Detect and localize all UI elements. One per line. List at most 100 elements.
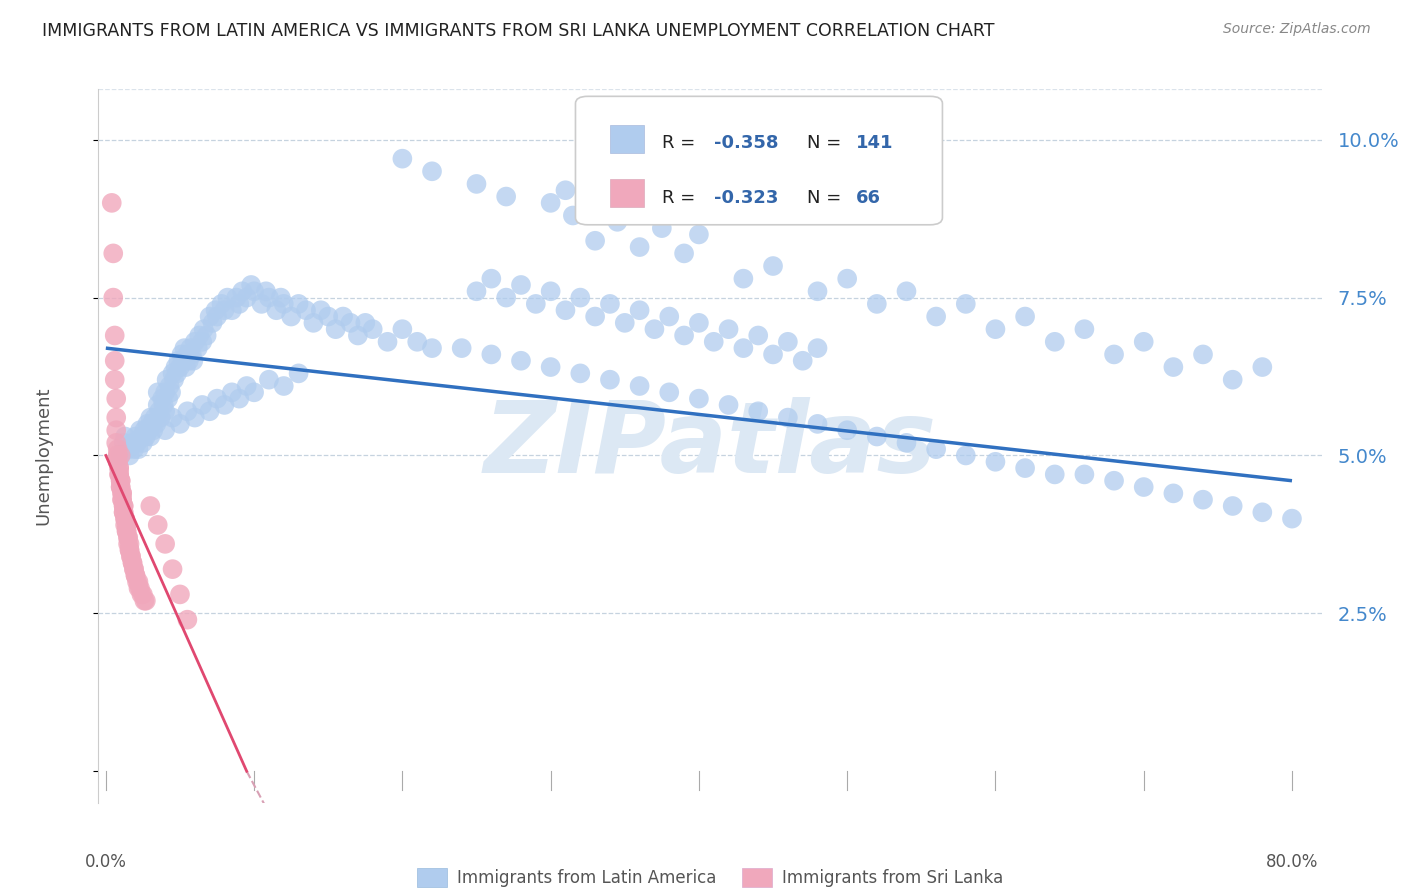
Point: [121, 556, 143, 570]
Point: [127, 442, 149, 457]
Point: [1251, 360, 1274, 375]
Point: [104, 373, 127, 387]
Point: [776, 410, 799, 425]
Point: [108, 467, 131, 482]
Point: [111, 492, 134, 507]
Point: [925, 310, 948, 324]
Point: [152, 398, 174, 412]
Text: Unemployment: Unemployment: [35, 386, 52, 524]
Point: [703, 334, 725, 349]
Point: [146, 517, 169, 532]
Point: [149, 410, 172, 425]
Point: [146, 385, 169, 400]
Point: [316, 310, 339, 324]
Point: [273, 379, 295, 393]
Point: [107, 449, 129, 463]
Text: N =: N =: [807, 135, 846, 153]
Point: [148, 404, 170, 418]
Point: [110, 474, 132, 488]
FancyBboxPatch shape: [610, 125, 644, 153]
Point: [159, 379, 181, 393]
Point: [280, 310, 302, 324]
Point: [139, 499, 162, 513]
Point: [187, 341, 209, 355]
Point: [1192, 347, 1215, 361]
Point: [896, 285, 918, 299]
Point: [138, 423, 160, 437]
Point: [211, 297, 233, 311]
Point: [583, 234, 606, 248]
Point: [166, 367, 188, 381]
Point: [114, 429, 136, 443]
Point: [131, 587, 153, 601]
Point: [188, 328, 211, 343]
Point: [606, 215, 628, 229]
Point: [118, 543, 141, 558]
Point: [658, 385, 681, 400]
Point: [465, 285, 488, 299]
Text: IMMIGRANTS FROM LATIN AMERICA VS IMMIGRANTS FROM SRI LANKA UNEMPLOYMENT CORRELAT: IMMIGRANTS FROM LATIN AMERICA VS IMMIGRA…: [42, 22, 994, 40]
Point: [243, 285, 266, 299]
Point: [806, 417, 828, 431]
Point: [866, 429, 889, 443]
Point: [115, 517, 138, 532]
Point: [134, 423, 156, 437]
Point: [105, 392, 128, 406]
Point: [235, 379, 257, 393]
Point: [163, 373, 186, 387]
Point: [347, 328, 370, 343]
Text: 80.0%: 80.0%: [1265, 854, 1319, 871]
Point: [465, 177, 488, 191]
Point: [122, 442, 145, 457]
Point: [243, 385, 266, 400]
Point: [540, 195, 562, 210]
Point: [270, 291, 292, 305]
Point: [257, 291, 280, 305]
Point: [377, 334, 399, 349]
Point: [673, 328, 696, 343]
Point: [129, 423, 152, 437]
Point: [170, 347, 193, 361]
Point: [1132, 334, 1154, 349]
Point: [221, 303, 243, 318]
Point: [287, 297, 309, 311]
Point: [204, 303, 226, 318]
Point: [105, 410, 128, 425]
Point: [176, 613, 198, 627]
Point: [569, 291, 592, 305]
Point: [717, 322, 740, 336]
Point: [103, 291, 125, 305]
Point: [228, 297, 250, 311]
Point: [776, 334, 799, 349]
Point: [599, 297, 621, 311]
Point: [214, 303, 236, 318]
Point: [157, 392, 180, 406]
Point: [561, 209, 583, 223]
Point: [135, 429, 157, 443]
Point: [406, 334, 429, 349]
Point: [108, 461, 131, 475]
Point: [174, 360, 197, 375]
Point: [733, 341, 755, 355]
Point: [107, 449, 129, 463]
Point: [205, 310, 228, 324]
Point: [524, 297, 547, 311]
Text: R =: R =: [662, 135, 702, 153]
Point: [176, 347, 198, 361]
Point: [955, 449, 977, 463]
Point: [181, 353, 204, 368]
Point: [111, 486, 134, 500]
Point: [114, 517, 136, 532]
Text: -0.358: -0.358: [714, 135, 778, 153]
Point: [925, 442, 948, 457]
Point: [231, 285, 253, 299]
Point: [177, 353, 200, 368]
Point: [1073, 467, 1095, 482]
Point: [114, 511, 136, 525]
Point: [201, 316, 224, 330]
Point: [104, 328, 127, 343]
Point: [162, 367, 184, 381]
Point: [643, 322, 665, 336]
Point: [747, 328, 769, 343]
Point: [1222, 499, 1244, 513]
